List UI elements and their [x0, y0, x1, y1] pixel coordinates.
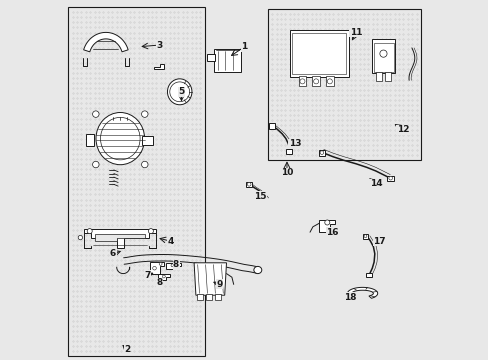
- Polygon shape: [194, 263, 226, 295]
- Text: 18: 18: [344, 292, 356, 302]
- Circle shape: [92, 111, 99, 117]
- Text: 17: 17: [372, 237, 385, 246]
- Bar: [371, 39, 394, 73]
- Text: 16: 16: [326, 228, 338, 237]
- Bar: [373, 43, 393, 72]
- Text: 6: 6: [110, 249, 116, 258]
- Polygon shape: [83, 32, 128, 52]
- Text: 5: 5: [178, 87, 184, 96]
- Text: 14: 14: [369, 179, 382, 188]
- Bar: [292, 33, 346, 74]
- Circle shape: [141, 111, 148, 117]
- Bar: [362, 234, 367, 239]
- Circle shape: [162, 275, 165, 278]
- Bar: [318, 150, 325, 156]
- Ellipse shape: [96, 112, 144, 165]
- Bar: [285, 149, 292, 154]
- Bar: [375, 72, 381, 81]
- Ellipse shape: [101, 117, 140, 160]
- Ellipse shape: [253, 266, 261, 274]
- Bar: [311, 76, 320, 86]
- Polygon shape: [95, 234, 145, 241]
- Polygon shape: [347, 287, 377, 298]
- Text: 4: 4: [167, 237, 174, 246]
- Ellipse shape: [167, 79, 192, 105]
- Text: 11: 11: [349, 28, 362, 37]
- Bar: [214, 294, 221, 300]
- Bar: [86, 134, 94, 146]
- Text: 9: 9: [216, 280, 222, 289]
- Circle shape: [176, 264, 179, 267]
- Bar: [142, 136, 152, 145]
- Polygon shape: [319, 220, 335, 232]
- Circle shape: [159, 262, 162, 265]
- Bar: [384, 72, 390, 81]
- Bar: [289, 30, 348, 77]
- Circle shape: [363, 235, 366, 238]
- Text: 8: 8: [173, 260, 179, 269]
- Polygon shape: [84, 229, 156, 248]
- Bar: [386, 176, 393, 181]
- Circle shape: [92, 161, 99, 168]
- Text: 7: 7: [144, 271, 150, 280]
- Circle shape: [299, 79, 305, 84]
- Bar: [366, 273, 371, 277]
- Bar: [205, 294, 212, 300]
- Circle shape: [379, 50, 386, 57]
- Text: 8: 8: [157, 278, 163, 287]
- Circle shape: [78, 235, 82, 240]
- Circle shape: [320, 151, 323, 154]
- Text: 2: 2: [124, 346, 130, 354]
- Text: 3: 3: [157, 40, 163, 49]
- Circle shape: [388, 176, 392, 180]
- Bar: [213, 49, 241, 72]
- Circle shape: [152, 266, 156, 270]
- Ellipse shape: [169, 82, 189, 102]
- Polygon shape: [149, 262, 164, 274]
- Bar: [267, 9, 420, 160]
- Circle shape: [148, 229, 153, 234]
- Bar: [196, 294, 203, 300]
- Polygon shape: [153, 64, 163, 69]
- Circle shape: [324, 220, 329, 225]
- Circle shape: [247, 183, 250, 186]
- Bar: [268, 123, 275, 129]
- Circle shape: [326, 79, 332, 84]
- Text: 12: 12: [396, 125, 408, 134]
- Polygon shape: [158, 274, 169, 280]
- Circle shape: [313, 79, 318, 84]
- Circle shape: [171, 264, 174, 267]
- Bar: [245, 182, 252, 187]
- Text: 1: 1: [241, 42, 247, 51]
- Text: 10: 10: [280, 168, 293, 177]
- Bar: [298, 76, 306, 86]
- Bar: [68, 7, 204, 356]
- Polygon shape: [166, 263, 181, 269]
- Text: 15: 15: [254, 192, 266, 201]
- Text: 13: 13: [288, 139, 301, 148]
- Bar: [206, 54, 214, 61]
- Circle shape: [141, 161, 148, 168]
- Circle shape: [87, 229, 92, 234]
- Bar: [325, 76, 333, 86]
